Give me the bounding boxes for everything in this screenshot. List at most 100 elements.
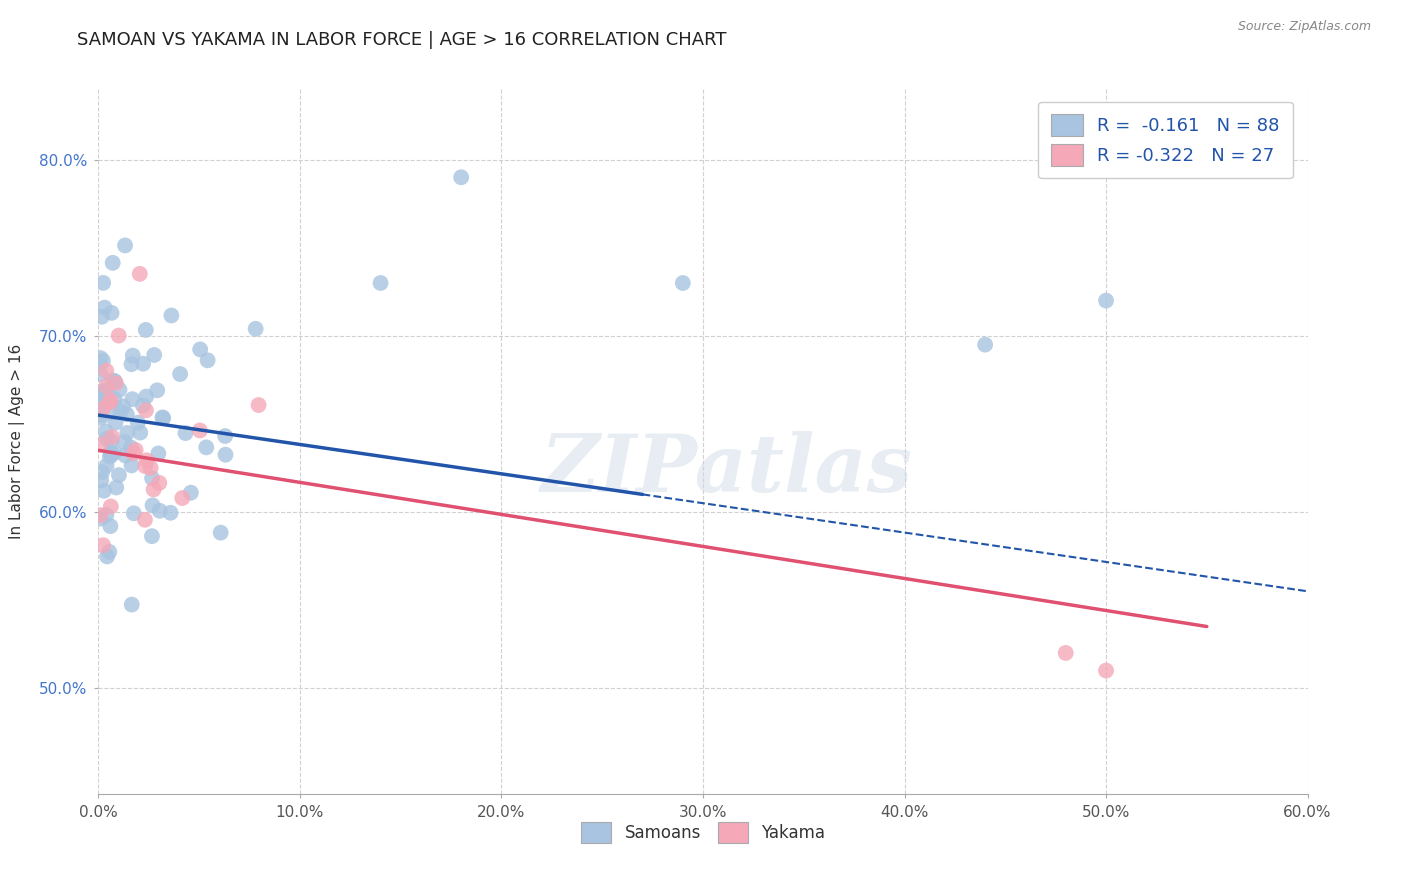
Point <box>121 392 143 407</box>
Point <box>112 400 135 414</box>
Point <box>121 598 143 612</box>
Legend: Samoans, Yakama: Samoans, Yakama <box>568 809 838 856</box>
Point <box>139 460 162 475</box>
Text: ZIPatlas: ZIPatlas <box>541 431 914 508</box>
Point <box>98 395 121 409</box>
Point <box>89 511 111 525</box>
Point <box>129 425 152 440</box>
Point <box>100 519 122 533</box>
Point <box>90 310 112 324</box>
Point <box>188 424 211 438</box>
Point <box>127 416 149 430</box>
Point <box>89 390 111 404</box>
Point <box>974 337 997 351</box>
Point <box>101 256 124 270</box>
Point <box>135 323 157 337</box>
Point <box>172 491 194 505</box>
Point <box>89 508 111 523</box>
Point <box>101 406 124 420</box>
Point <box>100 306 122 320</box>
Point <box>142 483 165 497</box>
Point <box>120 441 142 455</box>
Point <box>134 459 156 474</box>
Point <box>135 453 157 467</box>
Point <box>100 434 122 449</box>
Point <box>146 384 169 398</box>
Point <box>149 504 172 518</box>
Point <box>93 301 115 315</box>
Point <box>98 450 121 464</box>
Point <box>121 458 143 473</box>
Point <box>94 388 117 402</box>
Point <box>245 322 267 336</box>
Point <box>159 506 181 520</box>
Point <box>143 348 166 362</box>
Point <box>101 374 124 388</box>
Point <box>214 429 236 443</box>
Point <box>91 465 114 479</box>
Point <box>134 513 156 527</box>
Point <box>197 353 219 368</box>
Point <box>104 375 127 389</box>
Point <box>94 425 117 439</box>
Point <box>115 425 138 440</box>
Point <box>169 367 191 381</box>
Point <box>672 276 695 290</box>
Point <box>96 458 118 473</box>
Point <box>141 499 163 513</box>
Point <box>1095 664 1118 678</box>
Point <box>115 408 138 422</box>
Point <box>195 441 218 455</box>
Point <box>93 483 115 498</box>
Point <box>1054 646 1077 660</box>
Point <box>104 416 127 430</box>
Point <box>209 525 232 540</box>
Point <box>96 549 118 564</box>
Point <box>101 430 124 444</box>
Point <box>174 425 197 440</box>
Point <box>90 411 112 425</box>
Point <box>90 473 112 487</box>
Point <box>110 404 132 418</box>
Point <box>91 276 114 290</box>
Point <box>91 353 114 368</box>
Point <box>132 357 155 371</box>
Point <box>114 449 136 463</box>
Point <box>98 545 121 559</box>
Point <box>96 364 118 378</box>
Point <box>180 485 202 500</box>
Point <box>89 437 111 451</box>
Point <box>89 367 111 381</box>
Point <box>91 401 114 416</box>
Text: Source: ZipAtlas.com: Source: ZipAtlas.com <box>1237 20 1371 33</box>
Point <box>135 403 157 417</box>
Point <box>114 238 136 252</box>
Point <box>93 384 115 398</box>
Point <box>94 384 117 398</box>
Point <box>108 468 131 483</box>
Point <box>122 506 145 520</box>
Y-axis label: In Labor Force | Age > 16: In Labor Force | Age > 16 <box>8 344 25 539</box>
Point <box>148 475 170 490</box>
Point <box>128 267 150 281</box>
Point <box>1095 293 1118 308</box>
Point <box>141 471 163 485</box>
Point <box>100 393 122 408</box>
Point <box>94 391 117 405</box>
Point <box>124 443 146 458</box>
Point <box>247 398 270 412</box>
Point <box>93 385 115 400</box>
Point <box>100 447 122 461</box>
Point <box>91 538 114 552</box>
Point <box>96 508 118 522</box>
Point <box>121 357 143 371</box>
Point <box>188 343 211 357</box>
Point <box>148 446 170 460</box>
Point <box>103 446 125 460</box>
Point <box>450 170 472 185</box>
Point <box>121 349 143 363</box>
Point <box>152 411 174 425</box>
Point <box>152 410 174 425</box>
Point <box>107 328 129 343</box>
Point <box>96 379 118 393</box>
